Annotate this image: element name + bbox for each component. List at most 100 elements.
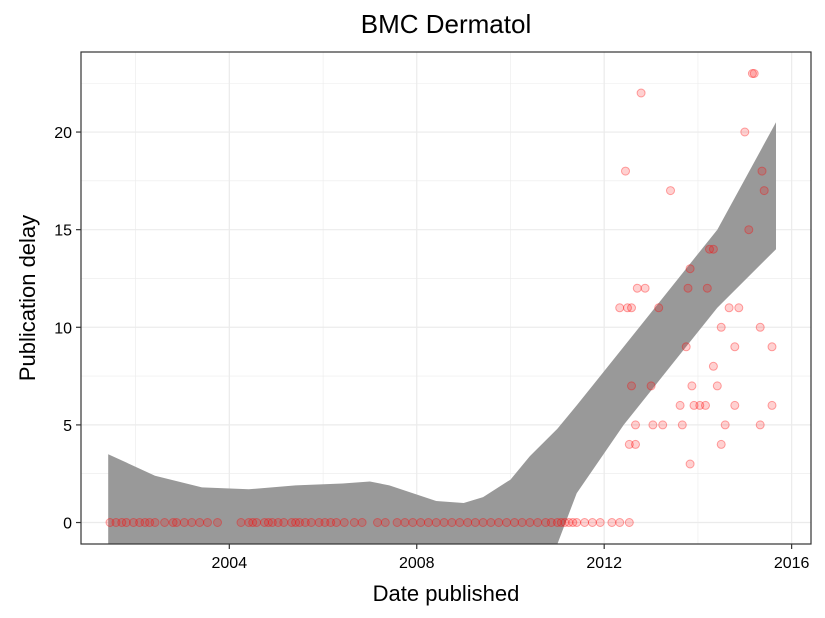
data-point [624,439,634,449]
data-point [357,518,367,527]
data-point [349,518,359,527]
data-point [564,518,574,527]
data-point [615,518,625,527]
data-point [640,283,650,293]
x-axis-title: Date published [373,581,520,606]
data-point [416,518,426,527]
data-point [701,400,710,410]
data-point [695,400,705,410]
data-point [314,518,324,527]
data-point [615,303,625,313]
data-point [486,518,496,527]
data-point [400,518,410,527]
data-point [168,518,178,527]
data-point [408,518,418,527]
data-point [627,303,636,313]
data-point [716,322,726,332]
ticks-layer: 2004 2008 2012 2016 0 5 10 15 20 [54,125,809,572]
data-point [295,518,304,527]
data-point [687,381,697,391]
data-point [439,518,449,527]
y-tick-label: 15 [54,223,72,240]
data-point [145,518,155,527]
data-point [392,518,402,527]
data-point [187,518,197,527]
data-point [431,518,441,527]
data-point [685,264,695,274]
data-point [675,400,685,410]
data-point [213,518,222,527]
data-point [767,400,777,410]
data-point [447,518,457,527]
data-point [273,518,283,527]
data-point [203,518,212,527]
data-point [705,244,714,254]
data-point [631,439,640,449]
data-point [320,518,330,527]
data-point [533,518,543,527]
data-point [267,518,277,527]
data-point [744,225,754,235]
data-point [373,518,382,527]
data-point [755,420,765,430]
data-point [339,518,349,527]
x-tick-label: 2008 [399,555,435,572]
smooth-ribbon-layer [108,122,776,545]
data-point [689,400,699,410]
data-point [734,303,744,313]
data-point [470,518,480,527]
y-tick-label: 0 [63,516,72,533]
data-point [720,420,730,430]
data-point [150,518,160,527]
y-axis-title: Publication delay [15,215,40,381]
data-point [658,420,668,430]
data-point [463,518,473,527]
data-point [572,518,582,527]
y-tick-label: 10 [54,320,72,337]
data-point [681,342,691,352]
data-point [331,518,341,527]
data-point [248,518,258,527]
data-point [195,518,205,527]
data-point [708,361,718,371]
data-point [730,342,740,352]
data-point [510,518,519,527]
data-point [712,381,722,391]
data-point [552,518,562,527]
data-point [478,518,488,527]
x-tick-label: 2016 [774,555,810,572]
data-point [685,459,695,469]
data-point [306,518,316,527]
data-point [502,518,512,527]
data-point [111,518,121,527]
data-point [677,420,687,430]
data-point [683,283,693,293]
data-point [624,518,634,527]
data-point [291,518,301,527]
data-point [708,244,718,254]
data-point [172,518,181,527]
data-point [287,518,297,527]
data-point [716,439,726,449]
data-point [236,518,246,527]
data-point [730,400,740,410]
data-point [525,518,535,527]
data-point [648,420,658,430]
data-point [135,518,145,527]
points-layer [105,69,777,527]
data-point [627,381,636,391]
data-point [595,518,605,527]
data-point [300,518,310,527]
data-point [423,518,433,527]
data-point [666,186,675,196]
data-point [160,518,170,527]
data-point [623,303,632,313]
data-point [263,518,273,527]
data-point [179,518,189,527]
y-tick-label: 5 [63,418,72,435]
data-point [494,518,504,527]
chart-title: BMC Dermatol [361,9,531,39]
data-point [105,518,115,527]
data-point [646,381,656,391]
